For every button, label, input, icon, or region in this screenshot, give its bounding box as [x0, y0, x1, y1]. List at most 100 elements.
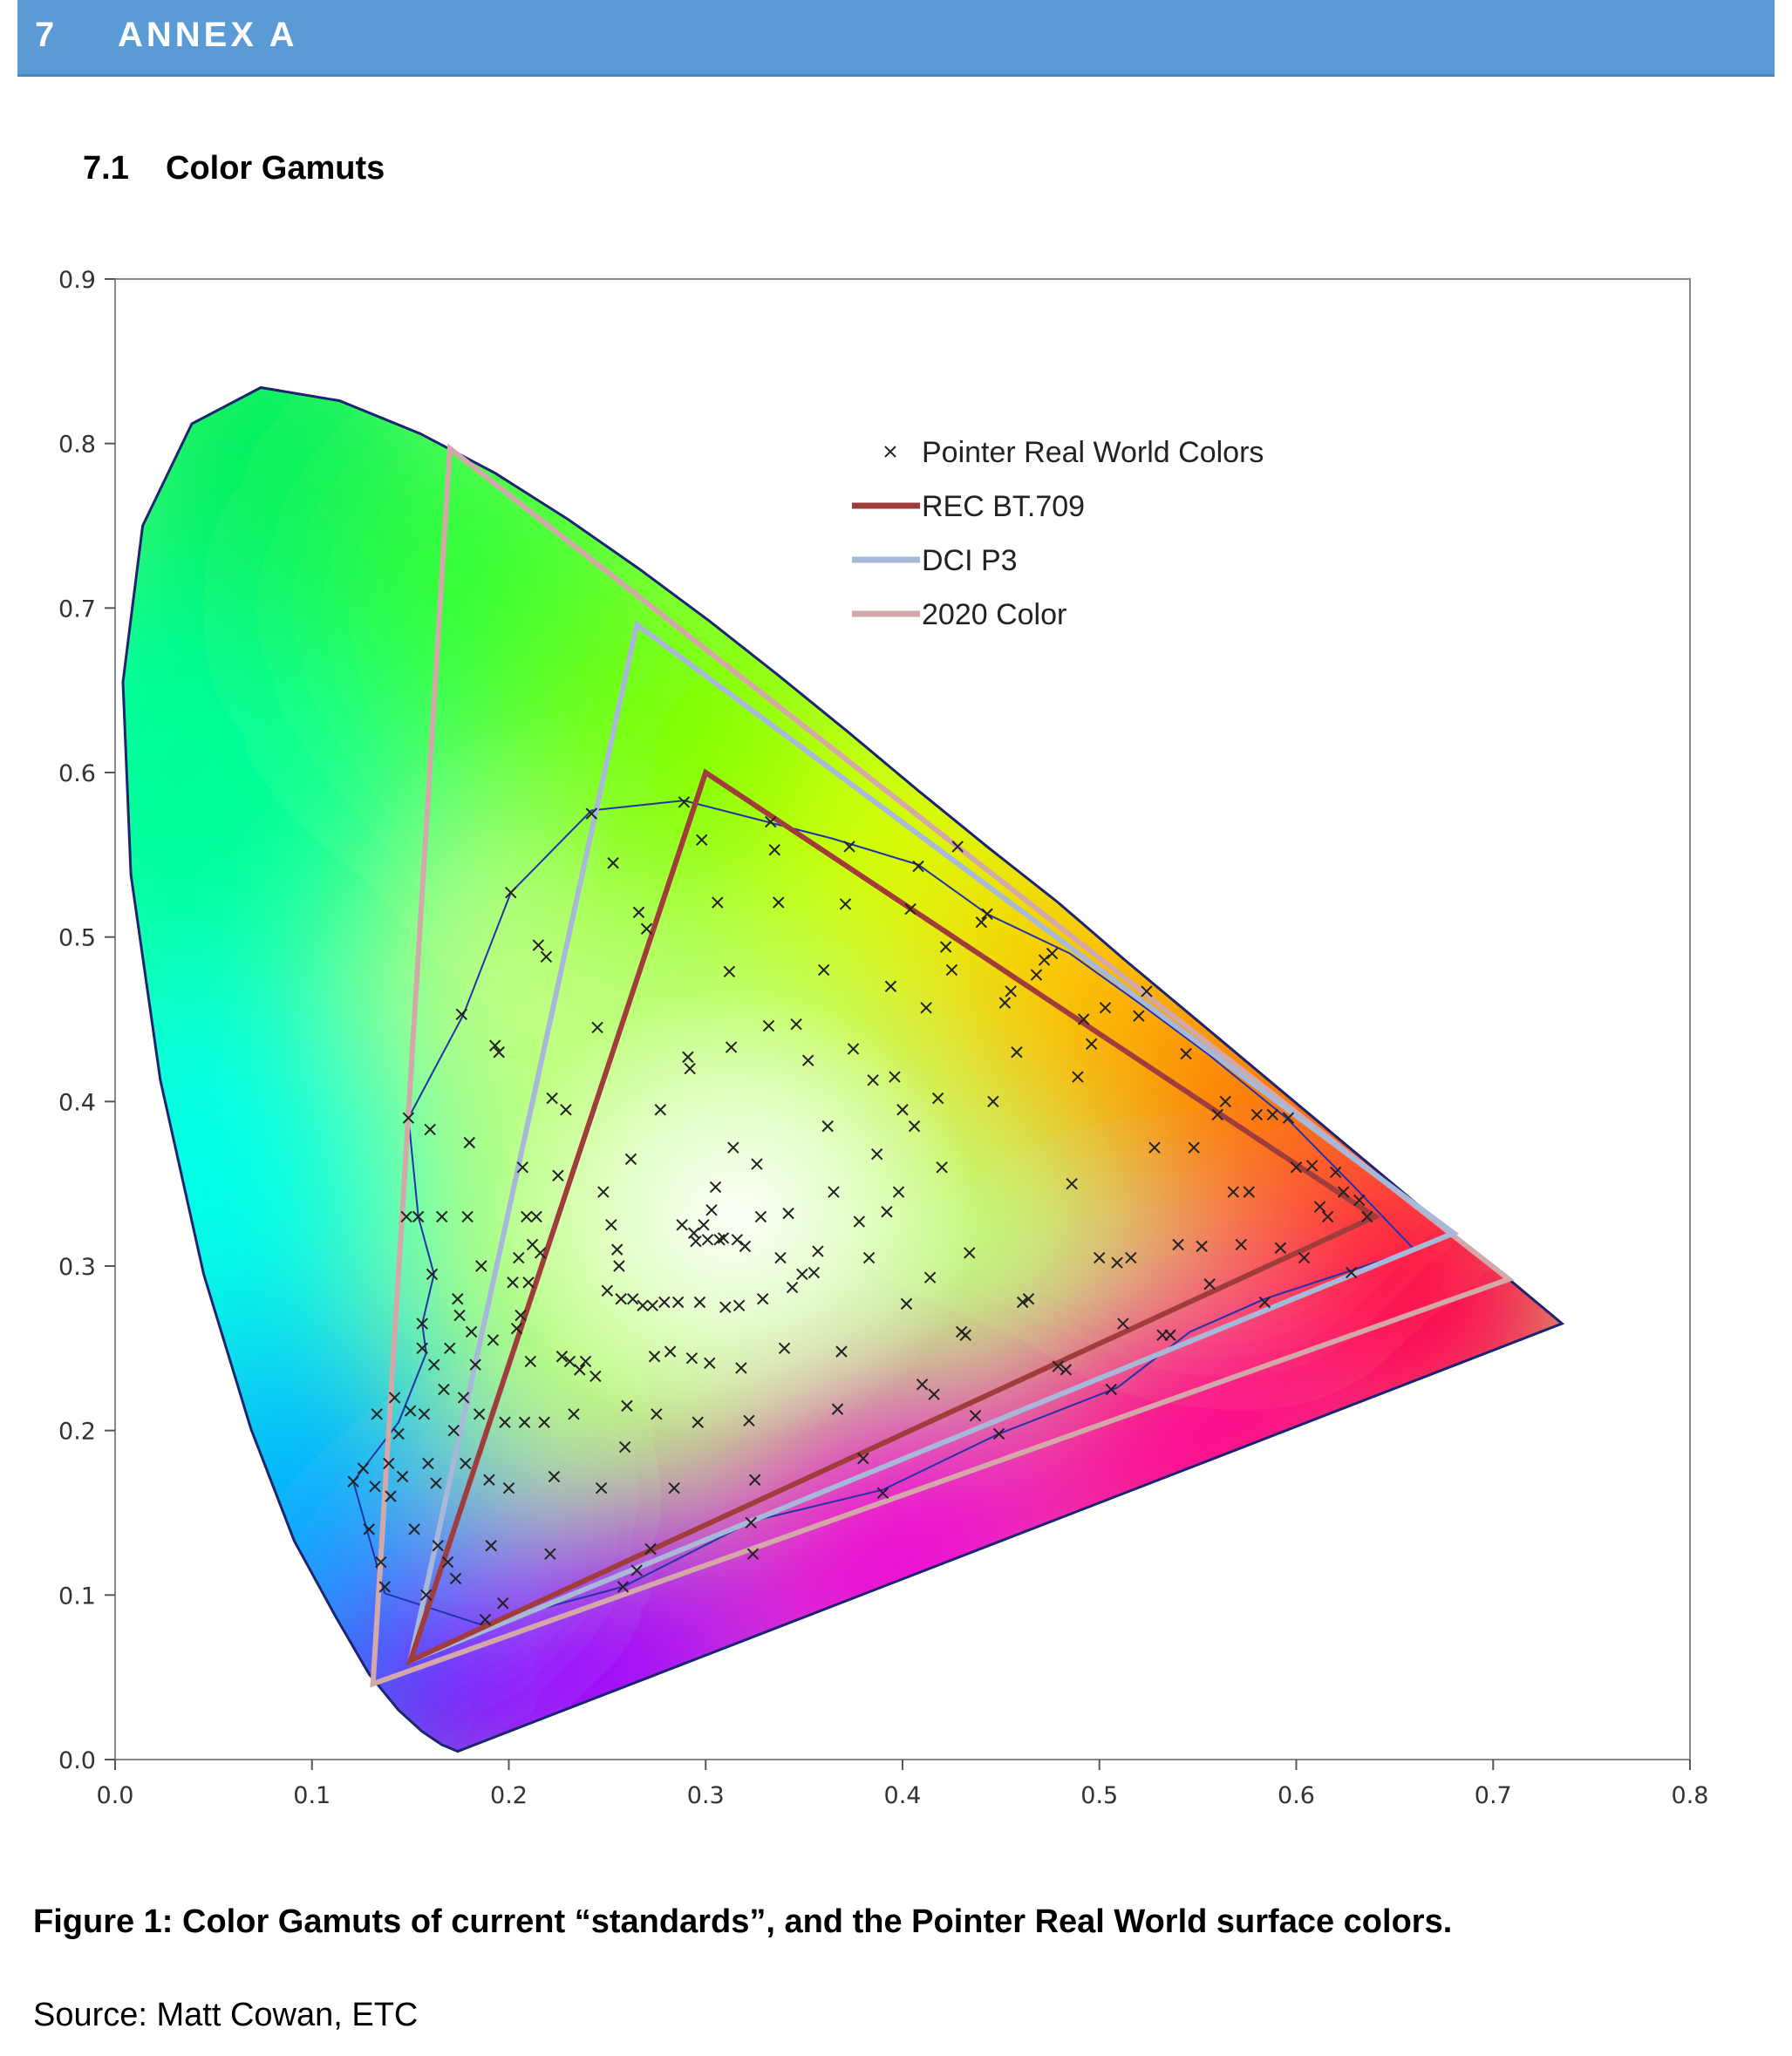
x-tick-label: 0.6 — [1278, 1782, 1315, 1809]
pointer-point — [457, 1392, 470, 1404]
pointer-point — [1172, 1238, 1184, 1251]
pointer-point — [463, 1136, 476, 1149]
pointer-point — [432, 1540, 444, 1552]
pointer-point — [532, 939, 545, 951]
pointer-point — [568, 1408, 580, 1420]
y-tick-label: 0.6 — [58, 760, 96, 787]
fill-blob — [123, 528, 419, 1017]
pointer-point — [563, 1355, 576, 1368]
legend-label: 2020 Color — [922, 598, 1066, 631]
legend-label: DCI P3 — [922, 544, 1018, 577]
pointer-point — [1105, 1383, 1118, 1396]
pointer-point — [534, 1247, 547, 1259]
y-tick-label: 0.0 — [58, 1747, 96, 1774]
pointer-point — [605, 1219, 617, 1231]
pointer-point — [402, 1112, 415, 1124]
pointer-point — [502, 1481, 515, 1494]
pointer-point — [923, 1271, 937, 1283]
pointer-point — [1235, 1238, 1247, 1251]
pointer-point — [1072, 1071, 1084, 1083]
dci-p3-triangle — [406, 620, 1460, 1665]
pointer-point — [601, 1284, 614, 1297]
pointer-point — [959, 1329, 971, 1341]
pointer-point — [485, 1540, 497, 1552]
pointer-point — [900, 1297, 913, 1311]
banner-number: 7 — [35, 16, 58, 54]
pointer-point — [1290, 1161, 1303, 1174]
pointer-point — [585, 807, 598, 820]
pointer-point — [904, 902, 916, 916]
pointer-point — [790, 1018, 802, 1031]
x-tick-label: 0.4 — [884, 1782, 922, 1809]
pointer-point — [546, 1092, 558, 1105]
y-tick-label: 0.2 — [58, 1419, 96, 1446]
pointer-point — [774, 1251, 787, 1264]
y-tick-label: 0.1 — [58, 1583, 96, 1610]
pointer-point — [579, 1355, 592, 1368]
fill-blob — [441, 1511, 773, 1752]
pointer-point — [786, 1281, 799, 1294]
pointer-point — [597, 1186, 610, 1198]
pointer-point — [1188, 1141, 1200, 1154]
pointer-point — [664, 1345, 677, 1358]
chromaticity-fill — [123, 387, 1563, 1752]
pointer-point — [1274, 1242, 1287, 1254]
pointer-point — [422, 1457, 434, 1470]
pointer-point — [455, 1008, 468, 1021]
x-tick-label: 0.3 — [687, 1782, 725, 1809]
pointer-point — [701, 1234, 714, 1246]
section-banner: 7 ANNEX A — [17, 0, 1775, 77]
pointer-point — [1005, 985, 1017, 997]
pointer-point — [876, 1487, 889, 1500]
pointer-point — [881, 1206, 893, 1218]
pointer-point — [1038, 954, 1051, 966]
pointer-point — [685, 1351, 698, 1365]
pointer-point — [589, 1370, 602, 1383]
pointer-point — [1196, 1240, 1208, 1253]
pointer-point — [544, 1548, 556, 1560]
pointer-point — [762, 1019, 775, 1032]
pointer-point — [493, 1046, 505, 1059]
y-tick-label: 0.8 — [58, 432, 96, 459]
pointer-point — [862, 1251, 876, 1264]
pointer-point — [939, 941, 952, 953]
pointer-point — [1052, 1360, 1065, 1372]
pointer-point — [617, 1581, 630, 1593]
pointer-point — [843, 841, 855, 853]
pointer-point — [469, 1358, 481, 1371]
y-tick-label: 0.5 — [58, 925, 96, 952]
pointer-point — [453, 1309, 466, 1322]
pointer-point — [828, 1186, 840, 1198]
y-tick-label: 0.3 — [58, 1254, 96, 1281]
fill-blob — [1032, 1281, 1364, 1613]
pointer-point — [765, 815, 777, 828]
x-tick-label: 0.2 — [490, 1782, 528, 1809]
pointer-point — [392, 1427, 405, 1440]
pointer-point — [1329, 1166, 1342, 1179]
series-layer — [121, 385, 1565, 1753]
pointer-point — [610, 1243, 623, 1256]
pointer-point — [648, 1351, 661, 1363]
pointer-point — [514, 1309, 527, 1322]
pointer-point — [1017, 1296, 1029, 1309]
pointer-point — [684, 1062, 696, 1075]
pointer-point — [712, 896, 724, 909]
pointer-point — [637, 1299, 649, 1311]
pointer-point — [1125, 1251, 1137, 1264]
pointer-point — [436, 1210, 448, 1223]
pointer-point — [444, 1342, 456, 1355]
pointer-point — [404, 1405, 417, 1417]
pointer-point — [717, 1232, 730, 1244]
pointer-point — [889, 1071, 901, 1083]
pointer-point — [416, 1342, 428, 1355]
pointer-point — [408, 1523, 420, 1535]
pointer-point — [1258, 1296, 1271, 1309]
pointer-point — [1313, 1201, 1326, 1213]
pointer-point — [1298, 1251, 1311, 1264]
pointer-point — [1305, 1160, 1318, 1172]
pointer-point — [682, 1051, 694, 1064]
fill-blob — [123, 974, 404, 1393]
pointer-point — [735, 1362, 747, 1374]
legend-label: REC BT.709 — [922, 490, 1085, 523]
pointer-point — [884, 980, 897, 992]
